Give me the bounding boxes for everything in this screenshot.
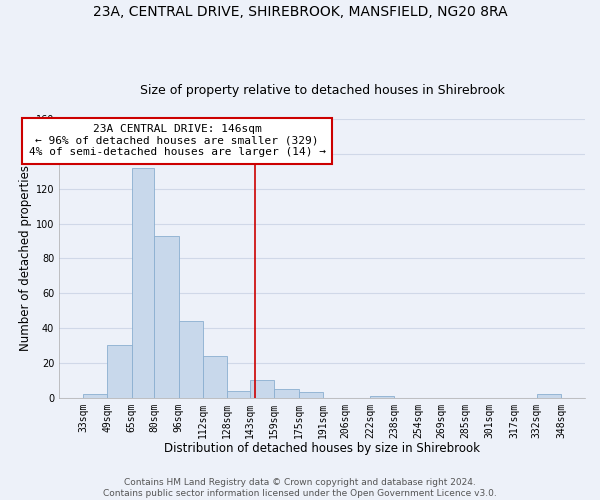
Bar	[227, 391, 250, 398]
X-axis label: Distribution of detached houses by size in Shirebrook: Distribution of detached houses by size …	[164, 442, 480, 455]
Bar	[83, 394, 107, 398]
Bar	[131, 168, 154, 398]
Text: Contains HM Land Registry data © Crown copyright and database right 2024.
Contai: Contains HM Land Registry data © Crown c…	[103, 478, 497, 498]
Bar	[250, 380, 274, 398]
Bar	[154, 236, 179, 398]
Y-axis label: Number of detached properties: Number of detached properties	[19, 166, 32, 352]
Title: Size of property relative to detached houses in Shirebrook: Size of property relative to detached ho…	[140, 84, 505, 97]
Text: 23A, CENTRAL DRIVE, SHIREBROOK, MANSFIELD, NG20 8RA: 23A, CENTRAL DRIVE, SHIREBROOK, MANSFIEL…	[92, 5, 508, 19]
Bar	[299, 392, 323, 398]
Bar	[107, 346, 131, 398]
Bar	[274, 389, 299, 398]
Bar	[203, 356, 227, 398]
Bar	[537, 394, 561, 398]
Text: 23A CENTRAL DRIVE: 146sqm
← 96% of detached houses are smaller (329)
4% of semi-: 23A CENTRAL DRIVE: 146sqm ← 96% of detac…	[29, 124, 326, 158]
Bar	[370, 396, 394, 398]
Bar	[179, 321, 203, 398]
